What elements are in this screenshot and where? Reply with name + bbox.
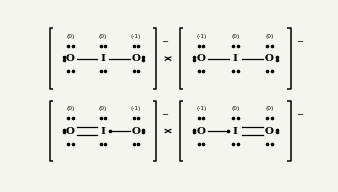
- Text: (-1): (-1): [130, 34, 141, 39]
- Text: I: I: [101, 54, 106, 63]
- Text: (0): (0): [99, 34, 107, 39]
- Text: (0): (0): [99, 106, 107, 111]
- Text: I: I: [233, 54, 238, 63]
- Text: I: I: [101, 127, 106, 136]
- Text: (0): (0): [66, 106, 75, 111]
- Text: (0): (0): [231, 106, 240, 111]
- Text: (0): (0): [265, 106, 274, 111]
- Text: (0): (0): [66, 34, 75, 39]
- Text: −: −: [161, 37, 168, 46]
- Text: (-1): (-1): [196, 34, 207, 39]
- Text: I: I: [233, 127, 238, 136]
- Text: O: O: [66, 127, 75, 136]
- Text: O: O: [197, 127, 206, 136]
- Text: O: O: [265, 127, 274, 136]
- Text: −: −: [161, 110, 168, 119]
- Text: O: O: [265, 54, 274, 63]
- Text: O: O: [131, 127, 140, 136]
- Text: (-1): (-1): [130, 106, 141, 111]
- Text: (0): (0): [265, 34, 274, 39]
- Text: O: O: [197, 54, 206, 63]
- Text: O: O: [66, 54, 75, 63]
- Text: −: −: [296, 37, 303, 46]
- Text: (0): (0): [231, 34, 240, 39]
- Text: (-1): (-1): [196, 106, 207, 111]
- Text: O: O: [131, 54, 140, 63]
- Text: −: −: [296, 110, 303, 119]
